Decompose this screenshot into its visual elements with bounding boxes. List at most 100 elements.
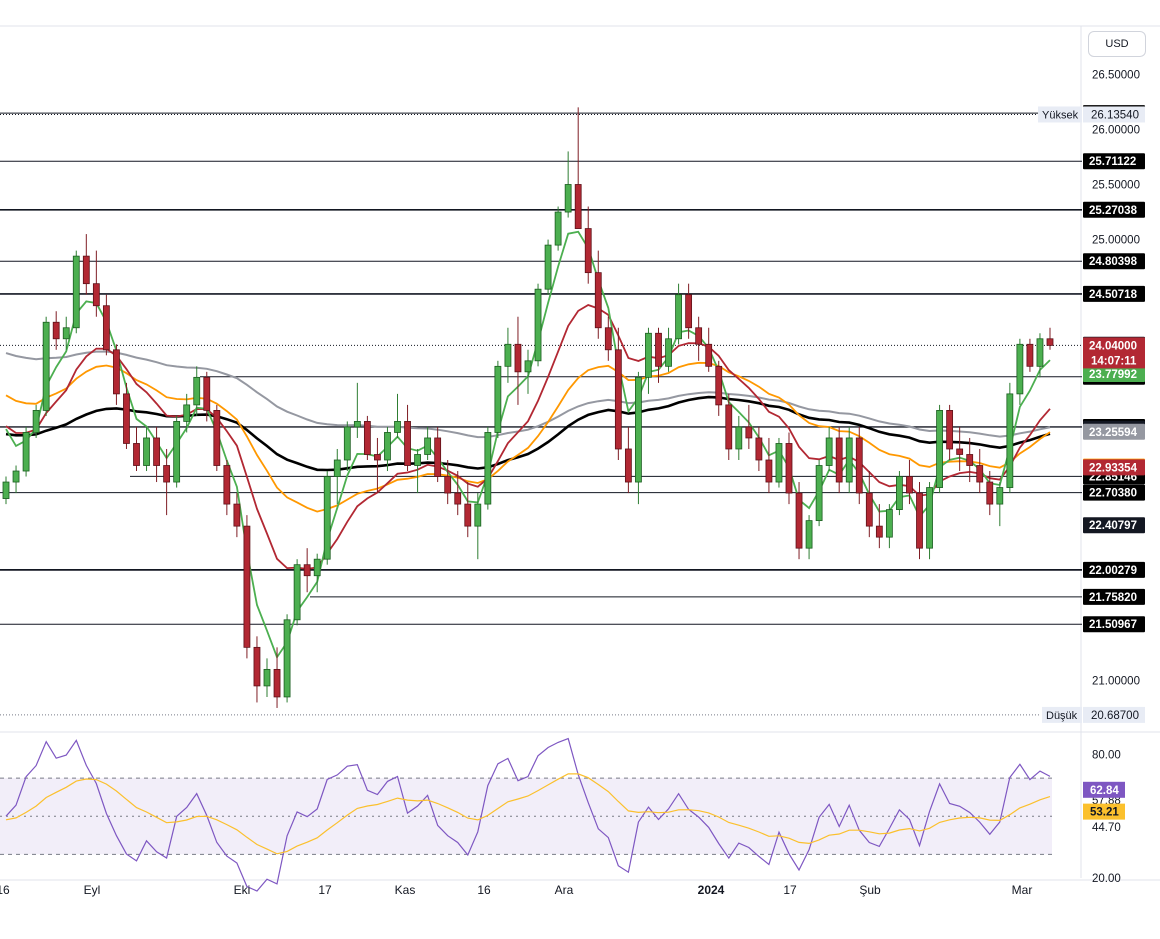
candle-body: [996, 487, 1004, 505]
candle-body: [173, 421, 181, 483]
indicator-label-box: [1083, 366, 1145, 383]
candle-body: [92, 283, 100, 307]
candlesticks: [2, 107, 1054, 708]
level-label: 21.75820: [1089, 592, 1137, 604]
candle-body: [845, 437, 853, 483]
candle-body: [424, 437, 432, 455]
indicator-label: 22.93354: [1089, 462, 1138, 474]
candle-body: [414, 454, 421, 466]
candle-body: [624, 448, 632, 483]
rsi-tick-label: 80.00: [1092, 749, 1121, 761]
candle-body: [614, 349, 622, 450]
level-label-box: [1083, 588, 1145, 605]
candle-body: [504, 343, 512, 367]
candle-body: [42, 321, 50, 411]
time-tick-label: Mar: [1012, 883, 1033, 897]
candle-body: [203, 376, 211, 411]
level-label: 25.71122: [1089, 156, 1136, 168]
candle-body: [966, 454, 974, 466]
rsi-pane: [0, 737, 1052, 892]
candle-body: [635, 376, 642, 483]
candle-body: [896, 476, 903, 510]
candle-body: [725, 404, 733, 450]
price-tick-label: 25.00000: [1092, 235, 1140, 247]
candle-body: [163, 465, 171, 483]
candle-body: [243, 525, 251, 648]
candle-body: [805, 520, 813, 549]
level-label-box: [1083, 484, 1145, 501]
candle-body: [374, 454, 381, 461]
time-tick-label: Ara: [555, 883, 574, 897]
countdown-label: 14:07:11: [1091, 355, 1137, 367]
candle-body: [494, 365, 502, 433]
candle-body: [394, 421, 401, 433]
candle-body: [363, 421, 371, 455]
candle-body: [745, 426, 753, 439]
candle-body: [283, 619, 291, 698]
level-label: 22.00279: [1089, 565, 1137, 577]
indicator-label-box: [1083, 423, 1145, 440]
level-label-box: [1083, 253, 1145, 270]
rsi-tick-label: 44.70: [1092, 822, 1121, 834]
level-label-box: [1083, 285, 1145, 302]
candle-body: [153, 437, 160, 466]
low-tag-box: [1042, 706, 1082, 723]
time-tick-label: 16: [477, 883, 491, 897]
level-label: 24.80398: [1089, 256, 1138, 268]
candle-body: [333, 459, 341, 477]
level-label-box: [1083, 561, 1145, 578]
currency-button[interactable]: USD: [1088, 31, 1146, 57]
candle-body: [675, 294, 682, 340]
candle-body: [133, 443, 140, 466]
level-label: 25.27038: [1089, 205, 1138, 217]
candle-body: [82, 255, 90, 285]
candle-body: [715, 365, 723, 406]
candle-body: [52, 321, 60, 340]
rsi-line: [5, 737, 1051, 892]
indicator-label-box: [1083, 459, 1145, 476]
candle-body: [223, 465, 231, 505]
candle-body: [233, 503, 241, 527]
candle-body: [956, 448, 964, 455]
time-tick-label: Kas: [395, 883, 416, 897]
time-tick-label: 2024: [698, 883, 725, 897]
candle-body: [1046, 338, 1054, 346]
candle-body: [705, 343, 713, 367]
candle-body: [775, 443, 783, 483]
candle-body: [1036, 338, 1044, 367]
candle-body: [454, 492, 462, 505]
time-tick-label: 17: [318, 883, 332, 897]
level-label: 24.50718: [1089, 289, 1138, 301]
candle-body: [755, 437, 763, 461]
candle-body: [695, 327, 703, 345]
time-tick-label: Şub: [859, 883, 881, 897]
candle-body: [564, 184, 572, 213]
time-tick-label: Eyl: [84, 883, 101, 897]
indicator-label: 23.25594: [1089, 427, 1138, 439]
candle-body: [404, 421, 411, 466]
candle-body: [594, 272, 602, 329]
candle-body: [293, 564, 301, 621]
indicator-label-box: [1083, 517, 1145, 534]
rsi-tick-label: 20.00: [1092, 873, 1121, 885]
candle-body: [323, 476, 331, 560]
candle-body: [906, 476, 913, 494]
time-tick-label: 16: [0, 883, 10, 897]
candle-body: [865, 492, 873, 527]
ema-fast-line: [5, 230, 1051, 660]
candle-body: [313, 558, 321, 577]
candle-body: [976, 465, 984, 483]
level-label-box: [1083, 616, 1145, 633]
level-label-box: [1083, 201, 1145, 218]
sma-line: [5, 350, 1051, 439]
candle-body: [474, 503, 482, 527]
candle-body: [926, 487, 933, 549]
candle-body: [193, 376, 201, 406]
candle-body: [273, 668, 281, 698]
indicator-label-box: [1083, 337, 1145, 354]
candle-body: [72, 255, 80, 329]
candle-body: [1006, 393, 1014, 488]
candle-body: [102, 305, 110, 351]
time-tick-label: 17: [783, 883, 797, 897]
